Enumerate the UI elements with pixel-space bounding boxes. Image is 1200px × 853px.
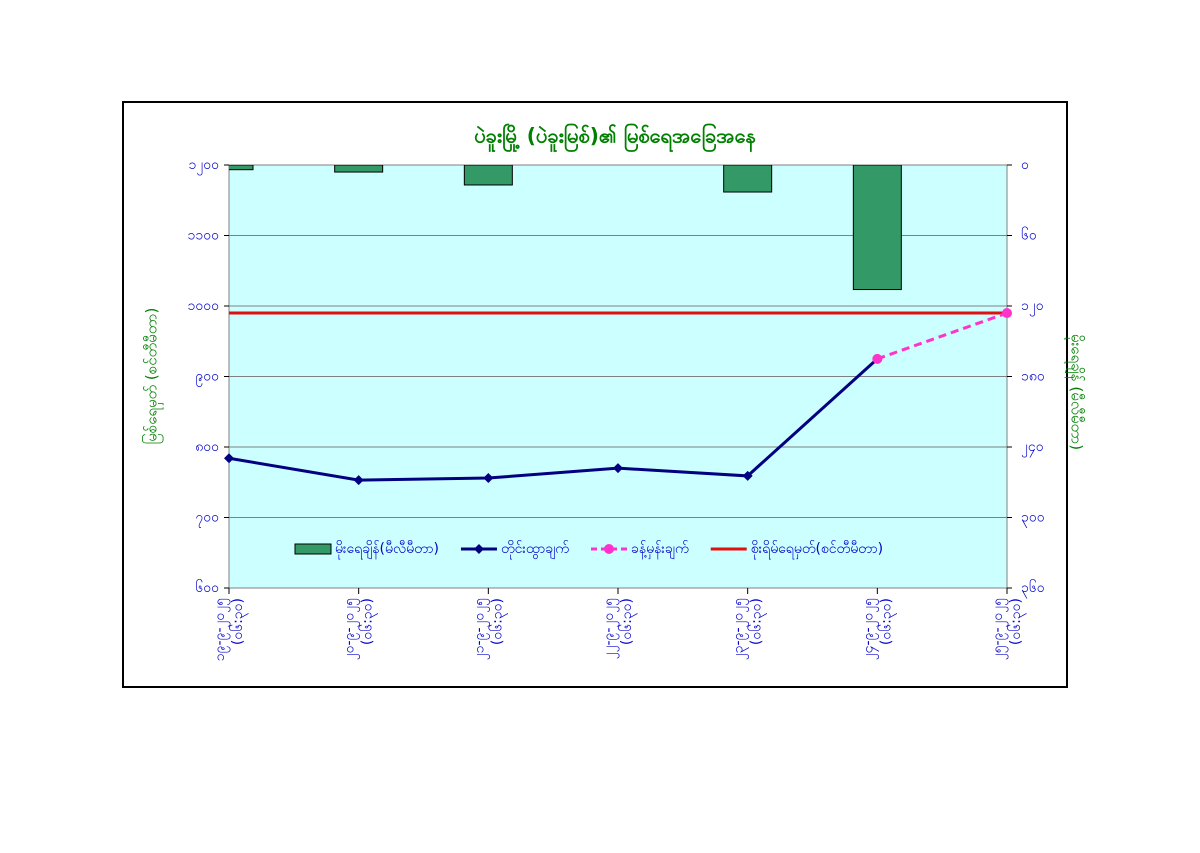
legend-swatch	[294, 543, 332, 555]
x-tick-label: (၀၆:၃၀)	[230, 598, 248, 645]
x-tick-label: ၂၅-၉-၂၀၂၅	[990, 598, 1008, 660]
x-tick-label: (၀၆:၃၀)	[878, 598, 896, 645]
y-tick-label: ၁၂၀၀	[188, 157, 219, 175]
x-tick-label: (၀၆:၃၀)	[749, 598, 767, 645]
point	[224, 453, 234, 464]
point	[353, 475, 364, 486]
legend-label: စိုးရိမ်ရေမှတ်(စင်တီမီတာ)	[751, 541, 883, 559]
y2-axis-title: မိုးရေချိန် (မီလီမီတာ)	[1065, 334, 1086, 450]
y2-tick-label: ၁၂၀	[1021, 298, 1044, 316]
bar	[229, 165, 254, 171]
bar	[852, 165, 902, 291]
x-tick-label: ၂၁-၉-၂၀၂၅	[471, 598, 489, 660]
point	[872, 353, 883, 364]
y2-tick-label: ၆၀	[1021, 228, 1037, 244]
point	[742, 470, 753, 481]
legend-label: မိုးရေချိန်(မီလီမီတာ)	[335, 541, 439, 559]
legend-marker	[473, 544, 484, 554]
x-tick-label: (၀၆:၃၀)	[1008, 598, 1026, 645]
point	[483, 473, 494, 484]
x-tick-label: ၂၄-၉-၂၀၂၅	[860, 598, 878, 660]
y2-tick-label: ၃၆၀	[1021, 580, 1045, 598]
x-tick-label: (၀၆:၃၀)	[360, 598, 378, 645]
y-axis-title: မြစ်ရေမှတ် (စင်တီမီတာ)	[142, 308, 164, 445]
bar	[334, 165, 384, 173]
x-tick-label: ၂၃-၉-၂၀၂၅	[731, 598, 749, 660]
line	[228, 357, 879, 482]
point	[613, 463, 623, 474]
y-tick-label: ၆၀၀	[195, 580, 219, 596]
line	[876, 311, 1008, 361]
y-tick-label: ၁၁၀၀	[188, 228, 220, 244]
legend-label: ခန့်မှန်းချက်	[631, 541, 689, 559]
y-tick-label: ၈၀၀	[195, 439, 219, 455]
y2-tick-label: ၁၈၀	[1021, 369, 1045, 385]
bar	[463, 165, 513, 186]
y2-tick-label: ၃၀၀	[1021, 510, 1045, 528]
y-tick-label: ၇၀၀	[195, 510, 219, 528]
x-tick-label: ၁၉-၉-၂၀၂၅	[212, 598, 230, 661]
y-tick-label: ၉၀၀	[195, 369, 219, 387]
point	[1002, 308, 1012, 319]
x-tick-label: (၀၆:၃၀)	[619, 598, 637, 645]
y-tick-label: ၁၀၀၀	[188, 298, 220, 314]
x-tick-label: ၂၂-၉-၂၀၂၅	[601, 598, 619, 659]
legend-marker	[604, 544, 614, 554]
x-tick-label: (၀၆:၃၀)	[489, 598, 507, 645]
y2-tick-label: ၀	[1021, 157, 1029, 173]
bar	[723, 165, 773, 193]
y2-tick-label: ၂၄၀	[1021, 439, 1044, 457]
legend-label: တိုင်းထွာချက်	[501, 541, 569, 559]
x-tick-label: ၂၀-၉-၂၀၂၅	[342, 598, 360, 660]
